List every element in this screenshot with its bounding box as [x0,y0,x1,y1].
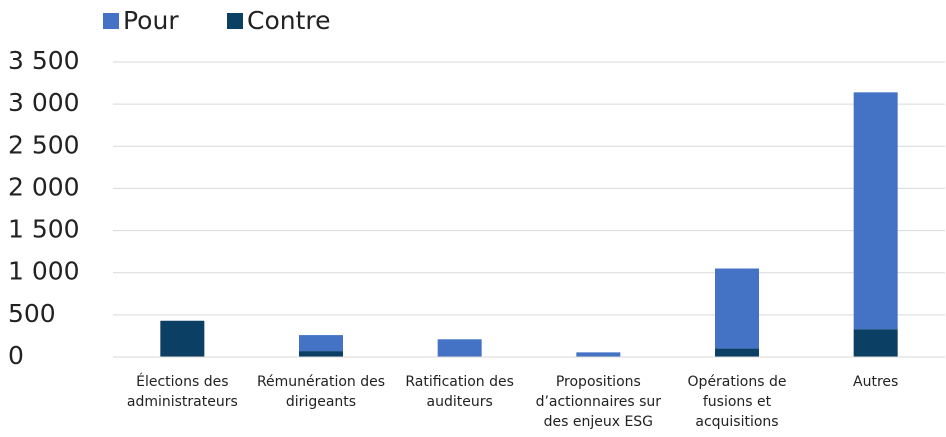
y-tick-label: 1 500 [8,215,80,244]
x-tick-label: Opérations de fusions et acquisitions [687,374,787,430]
legend-swatch [103,13,119,29]
x-tick-label: Autres [853,374,899,390]
bar-segment [715,268,759,349]
x-tick-label: Élections des administrateurs [126,374,238,410]
y-tick-label: 3 000 [8,88,80,117]
legend-label: Contre [247,6,331,35]
bar-segment [299,335,343,352]
y-tick-label: 500 [8,299,56,328]
bar-segment [853,92,898,330]
x-tick-label: Ratification des auditeurs [405,374,514,410]
y-tick-label: 2 000 [8,172,80,201]
bar-segment [437,339,482,357]
legend-label: Pour [123,6,179,35]
y-tick-label: 3 500 [8,46,80,75]
y-tick-label: 1 000 [8,257,80,286]
legend-swatch [227,13,243,29]
x-tick-label: Propositions d’actionnaires sur des enje… [535,374,662,430]
bar-segment [715,348,759,357]
y-tick-label: 2 500 [8,130,80,159]
x-tick-label: Rémunération des dirigeants [256,374,386,410]
bar-segment [299,351,343,357]
bar-segment [576,352,621,357]
bar-segment [853,329,898,357]
bar-segment [160,320,205,357]
y-tick-label: 0 [8,341,24,370]
